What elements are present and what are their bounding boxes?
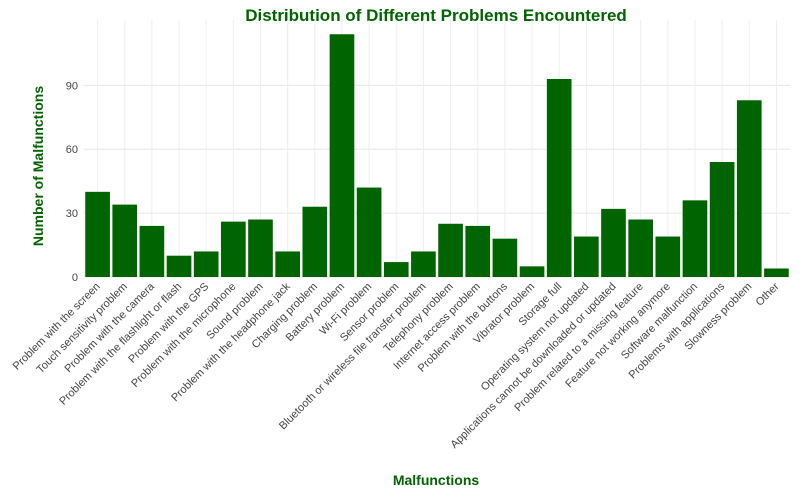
bar <box>248 219 273 277</box>
bar <box>166 255 192 277</box>
y-tick-label: 0 <box>72 272 78 284</box>
x-tick-label: Other <box>754 280 782 308</box>
bar <box>764 268 789 277</box>
bar <box>139 225 165 277</box>
bar <box>438 223 463 277</box>
bar <box>628 219 653 277</box>
bar <box>112 204 138 277</box>
bar <box>519 266 545 277</box>
bar <box>546 78 572 277</box>
gridlines <box>84 20 790 278</box>
bar <box>465 225 491 277</box>
bars <box>85 34 789 277</box>
bar <box>221 221 246 277</box>
bar <box>574 236 599 277</box>
bar <box>601 208 626 277</box>
bar <box>193 251 219 277</box>
y-tick-labels: 0 30 60 90 <box>66 80 78 284</box>
bar <box>709 162 735 277</box>
bar <box>411 251 436 277</box>
bar <box>356 187 382 277</box>
bar <box>383 262 409 277</box>
bar <box>302 206 328 277</box>
x-axis-label: Malfunctions <box>392 472 480 488</box>
bar <box>85 191 110 277</box>
bar <box>329 34 355 277</box>
bar <box>736 100 762 277</box>
chart-title: Distribution of Different Problems Encou… <box>245 6 627 25</box>
y-tick-label: 90 <box>66 80 78 92</box>
y-tick-label: 60 <box>66 144 78 156</box>
bar <box>682 200 708 277</box>
bar <box>492 238 518 277</box>
y-tick-label: 30 <box>66 208 78 220</box>
bar <box>655 236 681 277</box>
bar <box>275 251 300 277</box>
